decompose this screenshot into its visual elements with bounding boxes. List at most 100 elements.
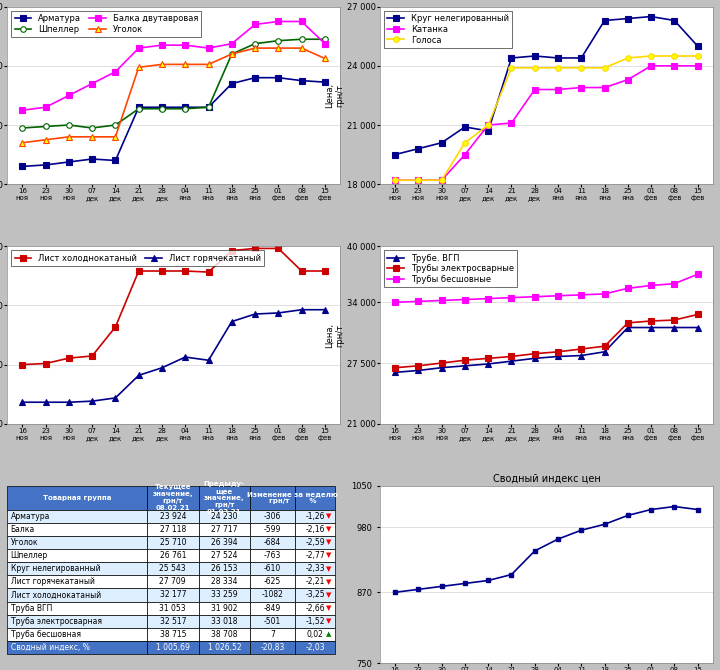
Катанка <box>484 121 492 129</box>
Line: Шпеллер: Шпеллер <box>19 36 328 131</box>
Трубе. ВГП <box>600 348 609 356</box>
Шпеллер <box>111 121 120 129</box>
Трубы электросварные <box>507 352 516 360</box>
FancyBboxPatch shape <box>7 536 147 549</box>
FancyBboxPatch shape <box>147 486 199 509</box>
Line: Лист горячекатаный: Лист горячекатаный <box>19 307 328 405</box>
Text: ▼: ▼ <box>326 605 332 611</box>
FancyBboxPatch shape <box>295 562 335 576</box>
Трубе. ВГП <box>507 357 516 365</box>
Text: ▼: ▼ <box>326 513 332 519</box>
Text: Текущее
значение,
грн/т
08.02.21: Текущее значение, грн/т 08.02.21 <box>153 484 193 511</box>
Text: -849: -849 <box>264 604 282 612</box>
FancyBboxPatch shape <box>199 576 250 588</box>
FancyBboxPatch shape <box>199 509 250 523</box>
Катанка <box>670 62 679 70</box>
Text: -2,33: -2,33 <box>305 564 325 573</box>
FancyBboxPatch shape <box>199 628 250 641</box>
Уголок <box>228 50 236 58</box>
FancyBboxPatch shape <box>295 523 335 536</box>
Text: -306: -306 <box>264 512 282 521</box>
FancyBboxPatch shape <box>199 588 250 602</box>
Шпеллер <box>320 36 329 44</box>
FancyBboxPatch shape <box>295 628 335 641</box>
Text: 26 761: 26 761 <box>160 551 186 560</box>
Арматура <box>297 76 306 84</box>
Голоса <box>391 176 400 184</box>
Text: Арматура: Арматура <box>11 512 50 521</box>
Text: 25 543: 25 543 <box>159 564 186 573</box>
FancyBboxPatch shape <box>199 562 250 576</box>
Legend: Круг нелегированный, Катанка, Голоса: Круг нелегированный, Катанка, Голоса <box>384 11 512 48</box>
Line: Балка двутавровая: Балка двутавровая <box>19 19 328 113</box>
Text: -3,25: -3,25 <box>305 590 325 600</box>
Арматура <box>135 103 143 111</box>
Text: ▲: ▲ <box>326 631 332 637</box>
Трубы электросварные <box>484 354 492 362</box>
Трубы электросварные <box>693 310 702 318</box>
Text: 32 517: 32 517 <box>160 617 186 626</box>
Круг нелегированный <box>414 145 423 153</box>
Лист горячекатаный <box>274 309 283 317</box>
FancyBboxPatch shape <box>295 588 335 602</box>
Лист горячекатаный <box>41 398 50 406</box>
FancyBboxPatch shape <box>250 562 295 576</box>
Лист холоднокатаный <box>204 268 213 276</box>
Text: 31 053: 31 053 <box>159 604 186 612</box>
Трубе. ВГП <box>624 324 632 332</box>
Лист холоднокатаный <box>41 360 50 368</box>
Балка двутавровая <box>274 17 283 25</box>
Голоса <box>531 64 539 72</box>
Катанка <box>414 176 423 184</box>
Text: 33 259: 33 259 <box>211 590 238 600</box>
FancyBboxPatch shape <box>147 641 199 654</box>
Лист холоднокатаный <box>228 247 236 255</box>
FancyBboxPatch shape <box>295 549 335 562</box>
Балка двутавровая <box>320 40 329 48</box>
Балка двутавровая <box>228 40 236 48</box>
FancyBboxPatch shape <box>147 588 199 602</box>
FancyBboxPatch shape <box>7 576 147 588</box>
Уголок <box>204 60 213 68</box>
Уголок <box>88 133 96 141</box>
FancyBboxPatch shape <box>147 562 199 576</box>
Лист холоднокатаный <box>65 354 73 362</box>
Трубы бесшовные <box>693 270 702 278</box>
Text: 27 118: 27 118 <box>160 525 186 534</box>
Text: ▼: ▼ <box>326 565 332 572</box>
Лист холоднокатаный <box>274 245 283 253</box>
FancyBboxPatch shape <box>7 614 147 628</box>
Text: -599: -599 <box>264 525 282 534</box>
Уголок <box>320 54 329 62</box>
Балка двутавровая <box>135 44 143 52</box>
Text: 27 524: 27 524 <box>211 551 238 560</box>
Text: 31 902: 31 902 <box>211 604 238 612</box>
Text: 27 717: 27 717 <box>211 525 238 534</box>
Text: Товарная группа: Товарная группа <box>43 494 112 500</box>
Лист горячекатаный <box>251 310 259 318</box>
Лист горячекатаный <box>320 306 329 314</box>
Line: Трубе. ВГП: Трубе. ВГП <box>392 325 701 375</box>
Уголок <box>111 133 120 141</box>
Text: Труба бесшовная: Труба бесшовная <box>11 630 81 639</box>
FancyBboxPatch shape <box>7 549 147 562</box>
Text: -610: -610 <box>264 564 282 573</box>
Круг нелегированный <box>554 54 562 62</box>
Балка двутавровая <box>181 41 189 49</box>
Трубы бесшовные <box>437 296 446 304</box>
Трубы электросварные <box>461 356 469 364</box>
Трубы бесшовные <box>647 281 655 289</box>
Голоса <box>600 64 609 72</box>
Text: Сводный индекс, %: Сводный индекс, % <box>11 643 89 652</box>
Катанка <box>437 176 446 184</box>
FancyBboxPatch shape <box>295 576 335 588</box>
Голоса <box>624 54 632 62</box>
FancyBboxPatch shape <box>147 576 199 588</box>
FancyBboxPatch shape <box>250 576 295 588</box>
Балка двутавровая <box>158 41 166 49</box>
FancyBboxPatch shape <box>250 536 295 549</box>
Балка двутавровая <box>251 20 259 28</box>
FancyBboxPatch shape <box>199 523 250 536</box>
Text: -2,59: -2,59 <box>305 538 325 547</box>
Лист холоднокатаный <box>111 323 120 331</box>
